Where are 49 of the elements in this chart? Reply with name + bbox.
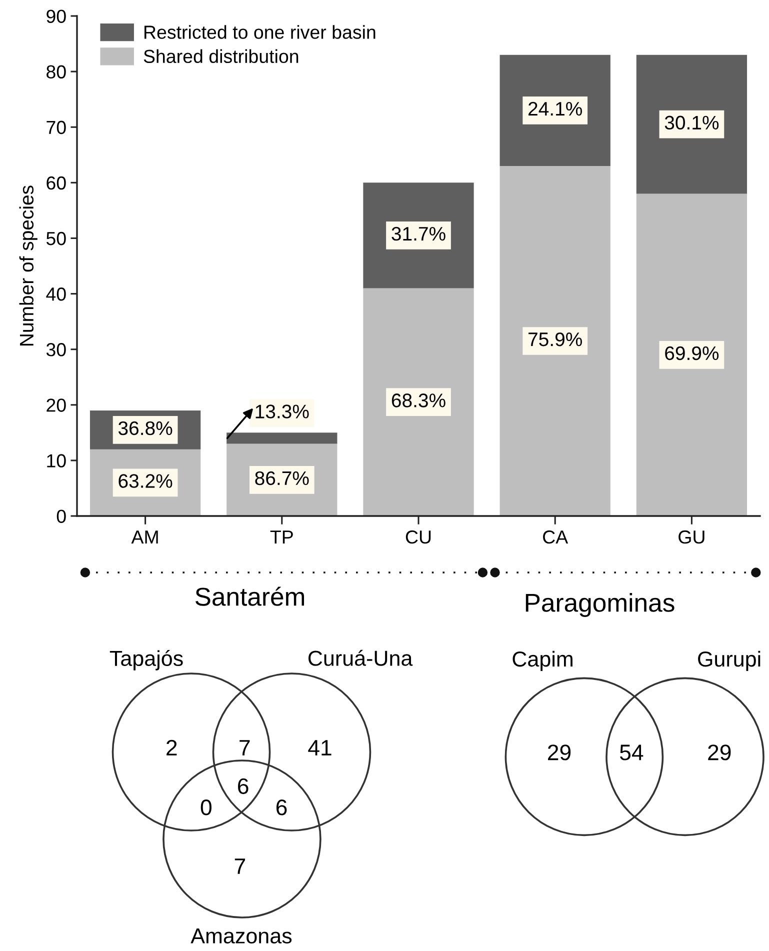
annotation: 68.3%: [392, 394, 446, 408]
x-tick-label: AM: [131, 530, 158, 544]
bar: [636, 194, 748, 516]
y-tick-label: 50: [46, 232, 66, 246]
data-label: 7: [240, 740, 250, 756]
annotation: 36.8%: [118, 421, 172, 436]
y-tick-label: 90: [46, 10, 66, 23]
y-tick-label: 20: [46, 398, 66, 412]
data-label: 54: [620, 744, 644, 760]
legend-label: Restricted to one river basin: [144, 25, 376, 39]
y-axis-title: Number of species: [19, 186, 38, 346]
bar: [226, 432, 338, 444]
x-tick-label: CA: [543, 530, 568, 544]
bar: [363, 288, 474, 516]
data-label: 2: [166, 740, 177, 756]
x-tick-label: GU: [678, 530, 704, 544]
y-tick-label: 0: [56, 510, 66, 523]
text: Gurupi: [698, 650, 760, 671]
text: Capim: [512, 650, 572, 671]
x-tick-label: TP: [270, 530, 293, 544]
annotation: 63.2%: [118, 474, 172, 488]
data-label: 41: [308, 740, 332, 756]
annotation: 86.7%: [255, 471, 309, 486]
text: Santarém: [195, 586, 304, 606]
y-tick-label: 30: [46, 343, 66, 356]
annotation: 30.1%: [664, 116, 719, 130]
annotation: 69.9%: [665, 346, 719, 360]
x-tick-label: CU: [406, 530, 431, 544]
annotation: 75.9%: [528, 332, 582, 346]
data-label: 0: [200, 800, 212, 816]
y-tick-label: 10: [47, 454, 66, 468]
annotation: 13.3%: [256, 404, 309, 418]
bar: [500, 166, 610, 516]
data-label: 7: [234, 858, 245, 874]
data-label: 29: [548, 744, 571, 760]
y-tick-label: 60: [46, 176, 66, 190]
data-label: 6: [238, 778, 248, 794]
text: Paragominas: [526, 593, 674, 617]
legend-label: Shared distribution: [144, 49, 298, 64]
y-tick-label: 40: [46, 287, 66, 301]
y-tick-label: 70: [46, 120, 66, 134]
data-label: 29: [708, 744, 731, 760]
text: Tapajós: [110, 650, 183, 670]
annotation: 24.1%: [528, 102, 582, 116]
annotation: 31.7%: [392, 226, 446, 241]
text: Curuá-Una: [308, 650, 413, 666]
data-label: 6: [276, 800, 287, 816]
y-tick-label: 80: [46, 65, 66, 79]
text: Amazonas: [190, 928, 292, 944]
